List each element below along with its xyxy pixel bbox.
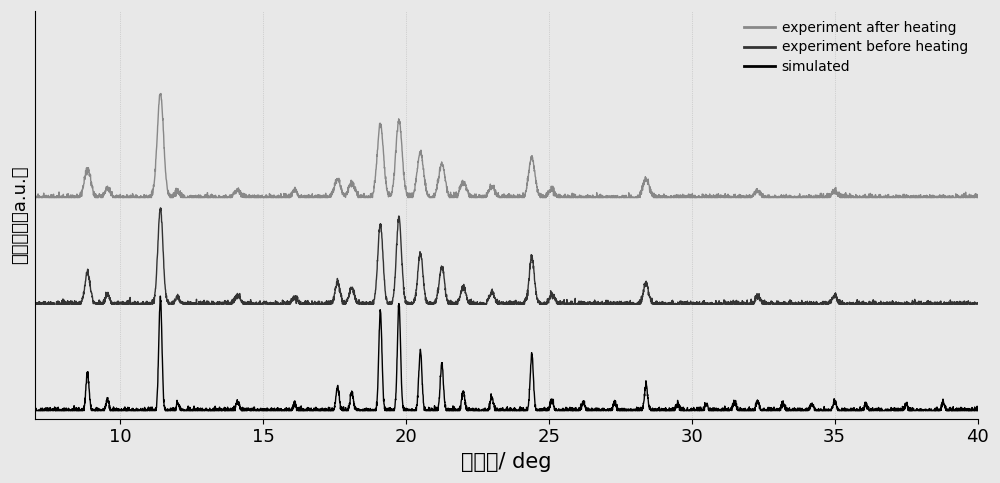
Legend: experiment after heating, experiment before heating, simulated: experiment after heating, experiment bef… — [738, 15, 973, 80]
X-axis label: 衍射角/ deg: 衍射角/ deg — [461, 452, 551, 472]
Y-axis label: 相对强度（a.u.）: 相对强度（a.u.） — [11, 166, 29, 264]
